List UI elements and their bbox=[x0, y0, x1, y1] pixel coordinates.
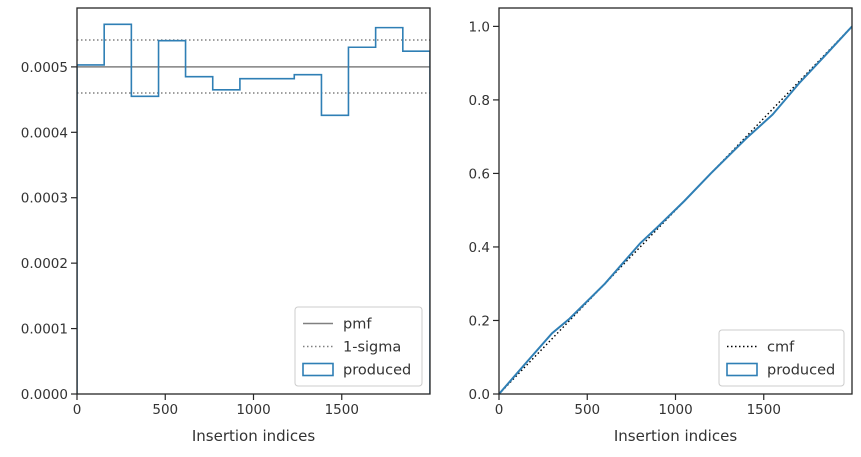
y-tick-label: 0.6 bbox=[469, 166, 490, 182]
legend-label-cmf: cmf bbox=[767, 340, 795, 356]
y-tick-label: 0.4 bbox=[469, 240, 490, 256]
legend-label-produced: produced bbox=[343, 363, 411, 379]
subplot-1: 0 500 1000 1500 0.0000 0.0001 0.0002 0.0003 0.00… bbox=[21, 7, 431, 445]
y-tick-label: 0.0001 bbox=[21, 322, 68, 338]
produced-cumulative-line bbox=[499, 25, 852, 394]
legend-label-sigma: 1-sigma bbox=[343, 340, 401, 356]
y-tick-label: 0.0000 bbox=[21, 387, 68, 403]
legend: cmf produced bbox=[718, 329, 845, 387]
legend-frame bbox=[294, 306, 423, 387]
x-tick-label: 0 bbox=[495, 402, 504, 418]
y-tick-label: 0.0 bbox=[469, 387, 490, 403]
x-axis-label: Insertion indices bbox=[192, 427, 315, 445]
cmf-line bbox=[499, 25, 852, 394]
x-tick-label: 1500 bbox=[747, 402, 781, 418]
plot-area bbox=[77, 23, 430, 394]
y-tick-label: 0.2 bbox=[469, 313, 490, 329]
legend-frame bbox=[718, 329, 845, 387]
legend-swatch-produced bbox=[302, 362, 334, 377]
y-tick-label: 0.8 bbox=[469, 93, 490, 109]
legend-label-produced: produced bbox=[767, 363, 835, 379]
produced-histogram-step bbox=[77, 23, 430, 394]
x-tick-label: 500 bbox=[152, 402, 178, 418]
y-tick-label: 1.0 bbox=[469, 19, 490, 35]
legend-swatch-produced bbox=[726, 362, 758, 377]
y-tick-label: 0.0002 bbox=[21, 256, 68, 272]
x-tick-label: 0 bbox=[73, 402, 82, 418]
y-tick-label: 0.0003 bbox=[21, 191, 68, 207]
x-axis-label: Insertion indices bbox=[614, 427, 737, 445]
legend-label-pmf: pmf bbox=[343, 317, 372, 333]
x-tick-label: 1500 bbox=[325, 402, 359, 418]
x-tick-label: 500 bbox=[574, 402, 600, 418]
subplot-2: 0 500 1000 1500 0.0 0.2 0.4 0.6 0.8 1.0 Insertion … bbox=[469, 7, 853, 445]
plot-area bbox=[499, 25, 852, 394]
legend: pmf 1-sigma produced bbox=[294, 306, 423, 387]
y-tick-label: 0.0004 bbox=[21, 125, 68, 141]
x-tick-label: 1000 bbox=[236, 402, 270, 418]
y-tick-label: 0.0005 bbox=[21, 60, 68, 76]
x-tick-label: 1000 bbox=[658, 402, 692, 418]
